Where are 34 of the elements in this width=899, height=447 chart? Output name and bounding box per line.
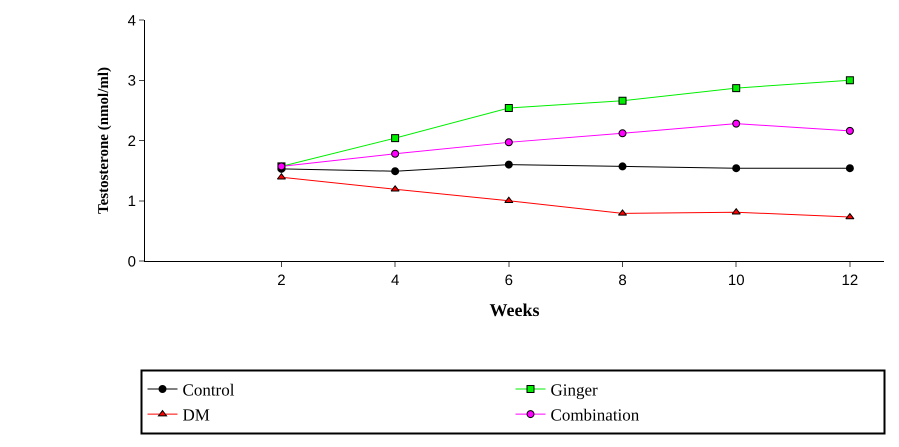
- point: [391, 167, 400, 176]
- y-tick-label: 3: [128, 72, 136, 90]
- y-tick-label: 0: [128, 253, 136, 270]
- point: [390, 185, 400, 192]
- point: [618, 96, 627, 105]
- x-axis-title: Weeks: [489, 300, 540, 320]
- legend-label: Ginger: [550, 380, 598, 400]
- point: [618, 162, 627, 170]
- x-tick-label: 8: [618, 272, 627, 289]
- legend-label: Control: [182, 380, 235, 400]
- y-axis-title: Testosterone (nmol/ml): [96, 66, 112, 214]
- y-tick-label: 4: [128, 12, 136, 30]
- point: [732, 84, 740, 92]
- point: [504, 138, 513, 146]
- point: [391, 150, 400, 158]
- x-tick-label: 2: [277, 272, 286, 289]
- point: [732, 120, 740, 128]
- y-tick-label: 1: [128, 193, 136, 210]
- point: [504, 104, 513, 112]
- point: [846, 76, 854, 84]
- x-tick-label: 4: [390, 272, 400, 289]
- point: [732, 164, 740, 172]
- legend-label: DM: [182, 406, 210, 425]
- point: [846, 126, 854, 135]
- point: [618, 129, 627, 138]
- x-tick-label: 10: [728, 272, 745, 289]
- y-tick-label: 2: [128, 132, 136, 150]
- point: [846, 164, 854, 172]
- point: [504, 160, 513, 169]
- point: [391, 134, 400, 142]
- x-tick-label: 6: [504, 272, 513, 289]
- x-tick-label: 12: [842, 272, 858, 289]
- legend-label: Combination: [550, 406, 640, 425]
- point: [618, 209, 628, 216]
